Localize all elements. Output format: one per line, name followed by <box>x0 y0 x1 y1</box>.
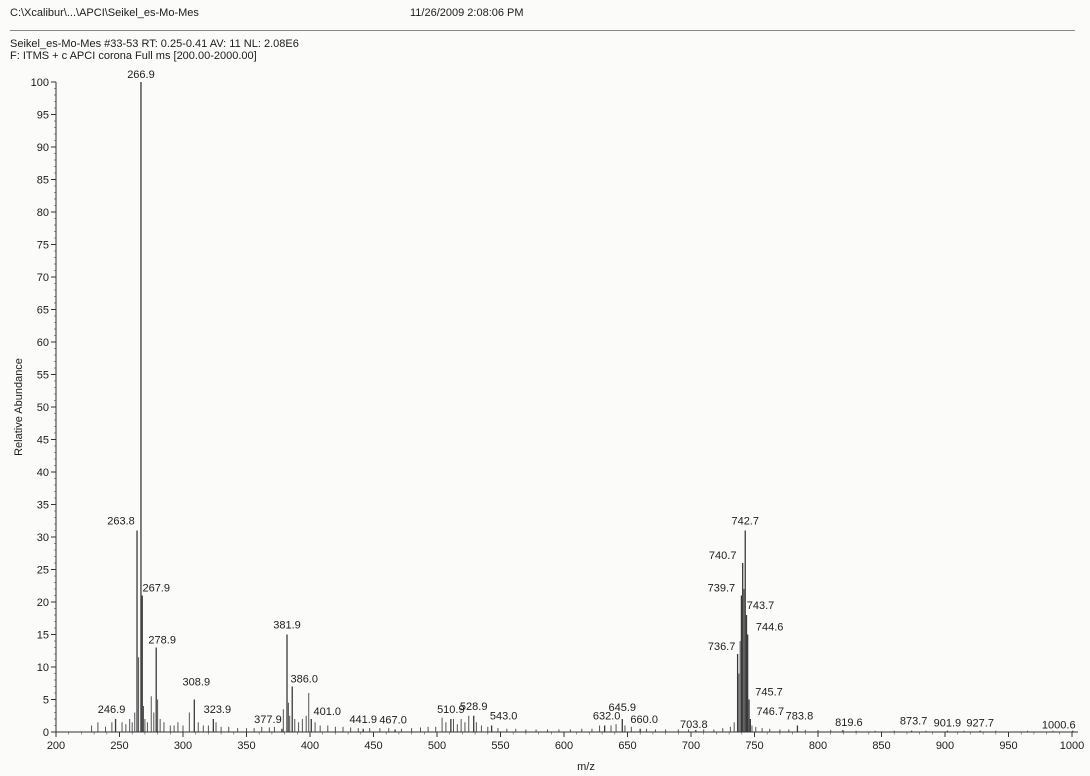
peak-label: 873.7 <box>900 716 928 728</box>
y-tick-label: 55 <box>37 370 49 382</box>
y-tick-label: 45 <box>37 435 49 447</box>
x-tick-label: 550 <box>491 740 509 752</box>
peak-label: 246.9 <box>98 704 126 716</box>
peak-label: 381.9 <box>273 620 301 632</box>
x-tick-label: 950 <box>999 740 1017 752</box>
labeled-peaks <box>114 82 1074 732</box>
peak-label: 745.7 <box>755 687 783 699</box>
acquisition-datetime: 11/26/2009 2:08:06 PM <box>410 7 524 19</box>
y-tick-label: 25 <box>37 565 49 577</box>
axis-ticks: 0 5 10 15 20 25 30 35 40 45 50 55 60 65 70 75 80 85 90 95 10… <box>31 77 1085 752</box>
peak-label: 746.7 <box>757 706 785 718</box>
x-tick-label: 800 <box>809 740 827 752</box>
x-tick-label: 400 <box>301 740 319 752</box>
x-tick-label: 750 <box>745 740 763 752</box>
peak-label: 401.0 <box>314 706 342 718</box>
x-tick-label: 500 <box>428 740 446 752</box>
peak-label: 528.9 <box>460 701 488 713</box>
peak-label: 510.9 <box>437 704 465 716</box>
x-tick-label: 350 <box>237 740 255 752</box>
peak-label: 308.9 <box>183 677 211 689</box>
peak-label: 386.0 <box>290 674 318 686</box>
x-tick-label: 700 <box>682 740 700 752</box>
peak-label: 660.0 <box>630 714 658 726</box>
peak-label: 703.8 <box>680 719 708 731</box>
peak-label: 819.6 <box>835 717 863 729</box>
y-tick-label: 65 <box>37 305 49 317</box>
y-axis-label: Relative Abundance <box>13 358 25 456</box>
peak-label: 266.9 <box>127 69 155 81</box>
peak-label: 278.9 <box>148 635 176 647</box>
y-tick-label: 75 <box>37 240 49 252</box>
scan-filter: F: ITMS + c APCI corona Full ms [200.00-… <box>10 50 257 62</box>
y-tick-label: 0 <box>43 727 49 739</box>
peak-label: 645.9 <box>609 702 637 714</box>
peak-label: 323.9 <box>204 704 232 716</box>
peak-label: 543.0 <box>490 711 518 723</box>
y-tick-label: 95 <box>37 110 49 122</box>
x-tick-label: 900 <box>936 740 954 752</box>
y-tick-label: 90 <box>37 142 49 154</box>
x-tick-label: 600 <box>555 740 573 752</box>
y-tick-label: 15 <box>37 630 49 642</box>
y-tick-label: 85 <box>37 175 49 187</box>
peak-label: 740.7 <box>709 550 737 562</box>
peak-label: 441.9 <box>349 714 377 726</box>
peak-label: 263.8 <box>107 516 135 528</box>
y-tick-label: 30 <box>37 532 49 544</box>
x-tick-label: 250 <box>110 740 128 752</box>
peak-labels: 246.9 263.8 266.9 267.9 278.9 308.9 323.9 377.9… <box>98 69 1076 732</box>
x-axis-label: m/z <box>577 761 595 773</box>
peak-label: 742.7 <box>731 516 759 528</box>
peak-label: 927.7 <box>966 718 994 730</box>
x-tick-label: 850 <box>872 740 890 752</box>
peak-label: 267.9 <box>142 583 170 595</box>
y-tick-label: 80 <box>37 207 49 219</box>
scan-info: Seikel_es-Mo-Mes #33-53 RT: 0.25-0.41 AV… <box>10 38 299 50</box>
x-tick-label: 300 <box>174 740 192 752</box>
peak-label: 736.7 <box>708 641 736 653</box>
y-tick-label: 50 <box>37 402 49 414</box>
peak-label: 467.0 <box>379 714 407 726</box>
peak-label: 901.9 <box>934 718 962 730</box>
y-tick-label: 35 <box>37 500 49 512</box>
y-tick-label: 40 <box>37 467 49 479</box>
y-tick-label: 100 <box>31 77 49 89</box>
peak-label: 377.9 <box>254 714 282 726</box>
y-tick-label: 70 <box>37 272 49 284</box>
peak-label: 743.7 <box>747 600 775 612</box>
peak-label: 632.0 <box>593 711 621 723</box>
file-path: C:\Xcalibur\...\APCI\Seikel_es-Mo-Mes <box>10 7 199 19</box>
minor-peaks <box>91 589 1054 732</box>
x-tick-label: 1000 <box>1060 740 1084 752</box>
peak-label: 1000.6 <box>1042 720 1076 732</box>
x-tick-label: 450 <box>364 740 382 752</box>
peak-label: 744.6 <box>756 622 784 634</box>
y-tick-label: 60 <box>37 337 49 349</box>
peak-label: 739.7 <box>708 583 736 595</box>
y-tick-label: 20 <box>37 597 49 609</box>
peak-label: 783.8 <box>786 711 814 723</box>
x-tick-label: 650 <box>618 740 636 752</box>
x-tick-label: 200 <box>47 740 65 752</box>
y-tick-label: 10 <box>37 662 49 674</box>
y-tick-label: 5 <box>43 695 49 707</box>
header-rule <box>10 30 1075 31</box>
